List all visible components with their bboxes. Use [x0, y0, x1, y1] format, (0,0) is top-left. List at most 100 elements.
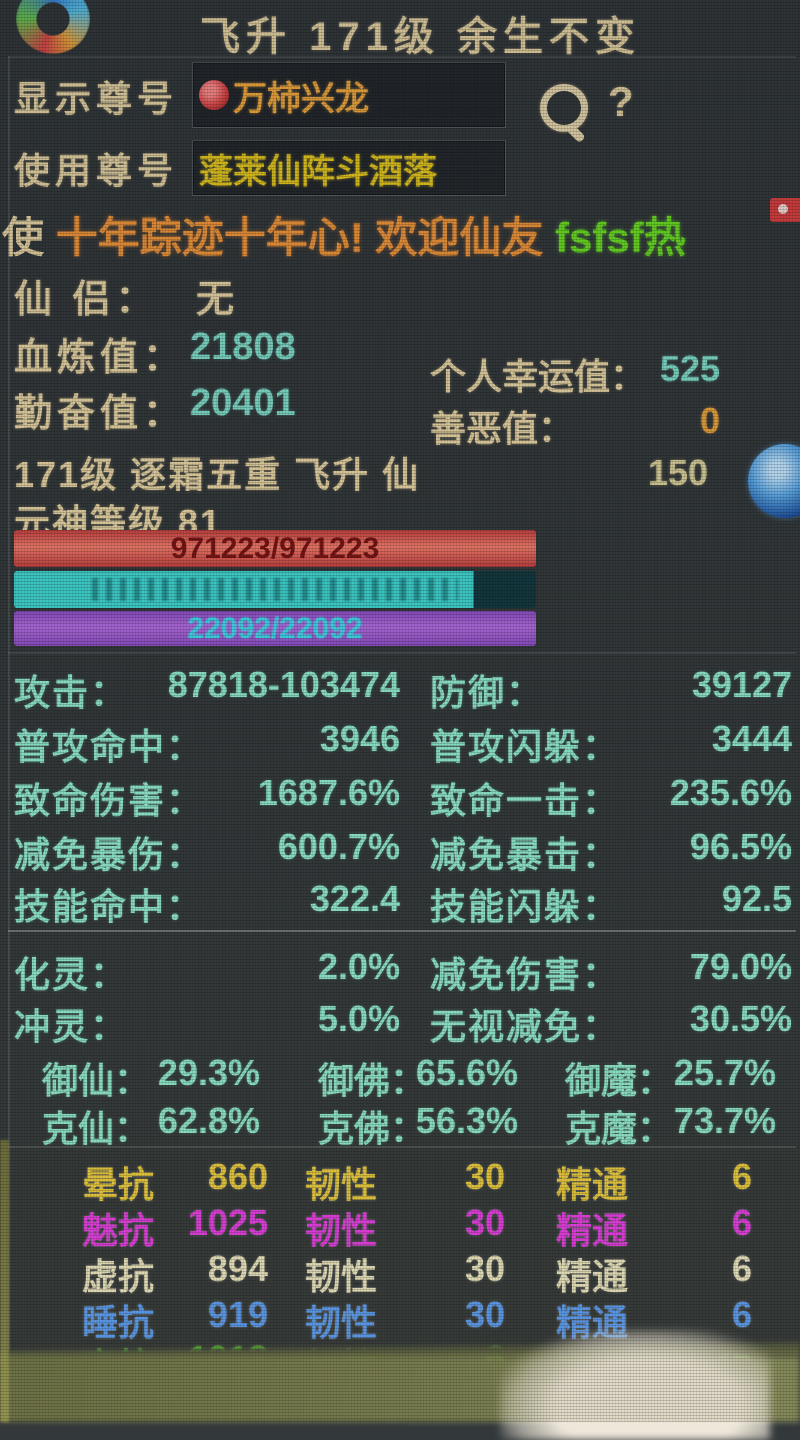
- skill-hit-value: 322.4: [309, 878, 400, 919]
- stat-row-skill: 技能命中： 322.4 技能闪躲： 92.5: [0, 878, 800, 930]
- hp-bar-text: 971223/971223: [170, 531, 380, 565]
- crit-reduce-value: 96.5%: [689, 826, 792, 867]
- stat-row-crit-dmg: 致命伤害： 1687.6% 致命一击： 235.6%: [0, 772, 800, 824]
- charm-resist-label: 魅抗: [82, 1210, 155, 1251]
- chongling-label: 冲灵：: [14, 1006, 129, 1047]
- stat-row-crit-reduce: 减免暴伤： 600.7% 减免暴击： 96.5%: [0, 826, 800, 878]
- crit-reduce-label: 减免暴击：: [430, 834, 621, 875]
- companion-label: 仙 侣：: [14, 279, 159, 321]
- stat-row-attack: 攻击： 87818-103474 防御： 39127: [0, 664, 800, 716]
- display-title-value: 万柿兴龙: [233, 79, 369, 118]
- dmg-reduce-label: 减免伤害：: [430, 954, 621, 995]
- yu-fo-label: 御佛：: [318, 1060, 427, 1101]
- ke-fo-value: 56.3%: [415, 1100, 518, 1141]
- stat-row-hualing: 化灵： 2.0% 减免伤害： 79.0%: [0, 946, 800, 998]
- skill-dodge-label: 技能闪躲：: [430, 886, 621, 927]
- mp-bar: [14, 571, 536, 608]
- blood-label: 血炼值：: [14, 337, 187, 379]
- sleep-resist-label: 睡抗: [82, 1302, 155, 1343]
- yu-fo-value: 65.6%: [415, 1052, 518, 1093]
- sleep-tenacity-label: 韧性: [305, 1302, 378, 1343]
- charm-mastery-label: 精通: [556, 1210, 629, 1251]
- dodge-value: 3444: [711, 718, 792, 759]
- luck-value: 525: [660, 348, 721, 389]
- hit-value: 3946: [319, 718, 400, 759]
- charm-tenacity-label: 韧性: [305, 1210, 378, 1251]
- use-title-input[interactable]: 蓬莱仙阵斗酒落: [192, 140, 506, 196]
- skill-hit-label: 技能命中：: [14, 886, 205, 927]
- edge-badge-icon: [770, 198, 800, 222]
- stun-tenacity-label: 韧性: [305, 1164, 378, 1205]
- stun-resist-label: 晕抗: [82, 1164, 155, 1205]
- use-title-label: 使用尊号: [14, 150, 179, 191]
- stun-resist-value: 860: [207, 1156, 268, 1197]
- attack-value: 87818-103474: [167, 664, 400, 705]
- stat-row-chongling: 冲灵： 5.0% 无视减免： 30.5%: [0, 998, 800, 1050]
- announcement-marquee: 使 十年踪迹十年心! 欢迎仙友 fsfsf热: [0, 204, 800, 265]
- yu-mo-value: 25.7%: [673, 1052, 776, 1093]
- resist-row-sleep: 睡抗 919 韧性 30 精通 6: [0, 1294, 800, 1343]
- chongling-value: 5.0%: [317, 998, 400, 1039]
- ke-mo-value: 73.7%: [673, 1100, 776, 1141]
- level-points: 150: [648, 452, 709, 493]
- charm-mastery-value: 6: [731, 1202, 752, 1243]
- display-title-input[interactable]: 万柿兴龙: [192, 62, 506, 128]
- weak-mastery-value: 6: [731, 1248, 752, 1289]
- weak-tenacity-label: 韧性: [305, 1256, 378, 1297]
- companion-value: 无: [196, 279, 235, 321]
- red-seal-icon: [199, 80, 229, 110]
- sp-bar-text: 22092/22092: [187, 611, 363, 645]
- defense-label: 防御：: [430, 672, 545, 713]
- help-icon[interactable]: ?: [608, 78, 634, 125]
- crit-dmg-reduce-value: 600.7%: [277, 826, 400, 867]
- luck-label: 个人幸运值：: [430, 356, 647, 397]
- karma-value: 0: [700, 400, 721, 441]
- hit-label: 普攻命中：: [14, 726, 205, 767]
- charm-resist-value: 1025: [187, 1202, 268, 1243]
- screen-edge-strip: [0, 1140, 9, 1422]
- sleep-resist-value: 919: [207, 1294, 268, 1335]
- weak-tenacity-value: 30: [464, 1248, 505, 1289]
- dodge-label: 普攻闪躲：: [430, 726, 621, 767]
- background-highlight: [500, 1330, 770, 1440]
- marquee-green-text: fsfsf热: [555, 214, 686, 261]
- marquee-orange-text: 十年踪迹十年心! 欢迎仙友: [55, 214, 544, 261]
- stun-tenacity-value: 30: [464, 1156, 505, 1197]
- blood-value: 21808: [190, 326, 296, 368]
- attack-label: 攻击：: [14, 672, 129, 713]
- weak-resist-label: 虚抗: [82, 1256, 155, 1297]
- crit-dmg-value: 1687.6%: [257, 772, 400, 813]
- yu-xian-value: 29.3%: [157, 1052, 260, 1093]
- crit-dmg-label: 致命伤害：: [14, 780, 205, 821]
- defense-row-ke: 克仙： 62.8% 克佛： 56.3% 克魔： 73.7%: [0, 1100, 800, 1150]
- ke-mo-label: 克魔：: [565, 1108, 674, 1149]
- panel-title: 飞升 171级 余生不变: [200, 15, 641, 59]
- diligence-value: 20401: [190, 382, 296, 424]
- sp-bar: 22092/22092: [14, 611, 536, 646]
- blue-orb-icon[interactable]: [748, 444, 800, 518]
- ke-fo-label: 克佛：: [318, 1108, 427, 1149]
- diligence-label: 勤奋值：: [14, 393, 187, 435]
- stat-row-hit: 普攻命中： 3946 普攻闪躲： 3444: [0, 718, 800, 770]
- ke-xian-label: 克仙：: [42, 1108, 151, 1149]
- yu-mo-label: 御魔：: [565, 1060, 674, 1101]
- crit-value: 235.6%: [669, 772, 792, 813]
- hualing-value: 2.0%: [317, 946, 400, 987]
- resist-row-stun: 晕抗 860 韧性 30 精通 6: [0, 1156, 800, 1205]
- stun-mastery-label: 精通: [556, 1164, 629, 1205]
- mp-bar-text: [92, 578, 458, 601]
- defense-value: 39127: [691, 664, 792, 705]
- sleep-mastery-value: 6: [731, 1294, 752, 1335]
- hualing-label: 化灵：: [14, 954, 129, 995]
- charm-tenacity-value: 30: [464, 1202, 505, 1243]
- yu-xian-label: 御仙：: [42, 1060, 151, 1101]
- ignore-reduce-value: 30.5%: [689, 998, 792, 1039]
- ignore-reduce-label: 无视减免：: [430, 1006, 621, 1047]
- rainbow-ring-icon[interactable]: [16, 0, 90, 54]
- hp-bar: 971223/971223: [14, 530, 536, 567]
- search-icon[interactable]: [540, 84, 588, 132]
- sleep-tenacity-value: 30: [464, 1294, 505, 1335]
- skill-dodge-value: 92.5: [721, 878, 792, 919]
- crit-label: 致命一击：: [430, 780, 621, 821]
